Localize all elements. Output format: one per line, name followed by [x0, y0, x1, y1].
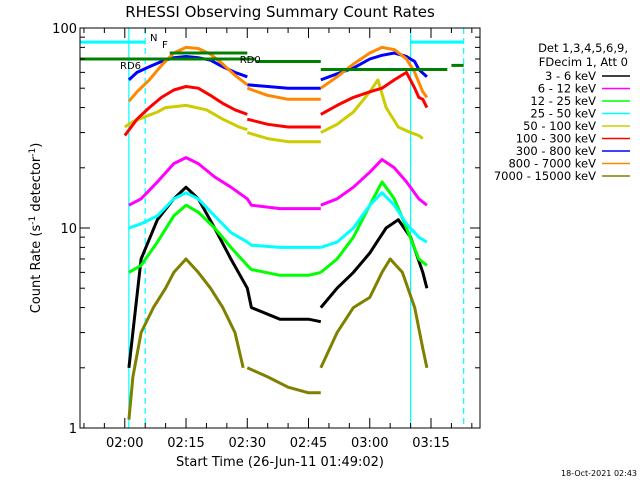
series-2-segment-0: [128, 203, 322, 277]
y-axis-label-superscript: -1: [28, 216, 38, 225]
y-axis-label-main: Count Rate (s: [29, 225, 44, 314]
marker-label-f: F: [162, 40, 168, 51]
legend-entry-6: 300 - 800 keV: [516, 144, 596, 158]
series-3-segment-1: [320, 191, 428, 249]
legend-entry-2: 12 - 25 keV: [530, 94, 596, 108]
legend-entry-4: 50 - 100 keV: [523, 119, 596, 133]
series-4-segment-1: [246, 131, 321, 144]
series-8-segment-0: [127, 257, 245, 420]
x-tick-label-1: 02:15: [167, 436, 204, 451]
y-tick-label-1: 10: [60, 222, 77, 237]
timestamp: 18-Oct-2021 02:43: [561, 469, 637, 478]
plot-area: RD6 RD0 NF: [80, 28, 465, 428]
state-bar-label-1: RD0: [240, 55, 261, 66]
series-5-segment-2: [320, 70, 429, 116]
marker-label-n: N: [150, 33, 157, 44]
x-axis-label: Start Time (26-Jun-11 01:49:02): [176, 455, 384, 470]
series-4-segment-0: [123, 103, 248, 132]
series-6-segment-1: [247, 83, 321, 90]
x-tick-label-2: 02:30: [229, 436, 266, 451]
y-axis-label-superscript-2: -1: [28, 148, 38, 157]
series-5-segment-1: [246, 117, 321, 129]
chart-title: RHESSI Observing Summary Count Rates: [125, 3, 435, 21]
legend-header-line-0: Det 1,3,4,5,6,9,: [538, 41, 628, 55]
y-axis-label: Count Rate (s-1 detector-1): [28, 143, 44, 314]
series-3-segment-0: [128, 191, 321, 249]
state-bar-label-0: RD6: [120, 61, 141, 72]
series-5-segment-0: [123, 85, 248, 137]
x-tick-label-3: 02:45: [290, 436, 327, 451]
y-tick-label-0: 1: [69, 422, 77, 437]
x-tick-label-0: 02:00: [106, 436, 143, 451]
legend-header-line-1: FDecim 1, Att 0: [539, 55, 628, 69]
series-8-segment-2: [319, 257, 429, 369]
series-7-segment-1: [246, 86, 321, 101]
series-7-segment-0: [127, 45, 249, 103]
legend-entry-1: 6 - 12 keV: [538, 82, 596, 96]
x-tick-label-4: 03:00: [351, 436, 388, 451]
y-axis-label-tail: detector: [29, 156, 44, 216]
legend-entry-8: 7000 - 15000 keV: [494, 169, 596, 183]
series-1-segment-1: [320, 158, 428, 207]
legend-entry-7: 800 - 7000 keV: [508, 157, 596, 171]
y-tick-label-2: 100: [52, 22, 77, 37]
y-axis-label-end: ): [29, 143, 44, 148]
x-tick-label-5: 03:15: [412, 436, 449, 451]
legend-entry-0: 3 - 6 keV: [545, 69, 596, 83]
series-4-segment-2: [320, 78, 424, 140]
legend-entry-3: 25 - 50 keV: [530, 107, 596, 121]
series-8-segment-1: [246, 366, 321, 395]
series-1-segment-0: [128, 156, 321, 211]
legend: Det 1,3,4,5,6,9,FDecim 1, Att 03 - 6 keV…: [494, 41, 630, 183]
series-2-segment-1: [319, 180, 428, 274]
legend-entry-5: 100 - 300 keV: [516, 132, 596, 146]
axes: 1 10 100 02:00 02:15 02:30 02:45 03:00 03:15: [52, 22, 481, 451]
